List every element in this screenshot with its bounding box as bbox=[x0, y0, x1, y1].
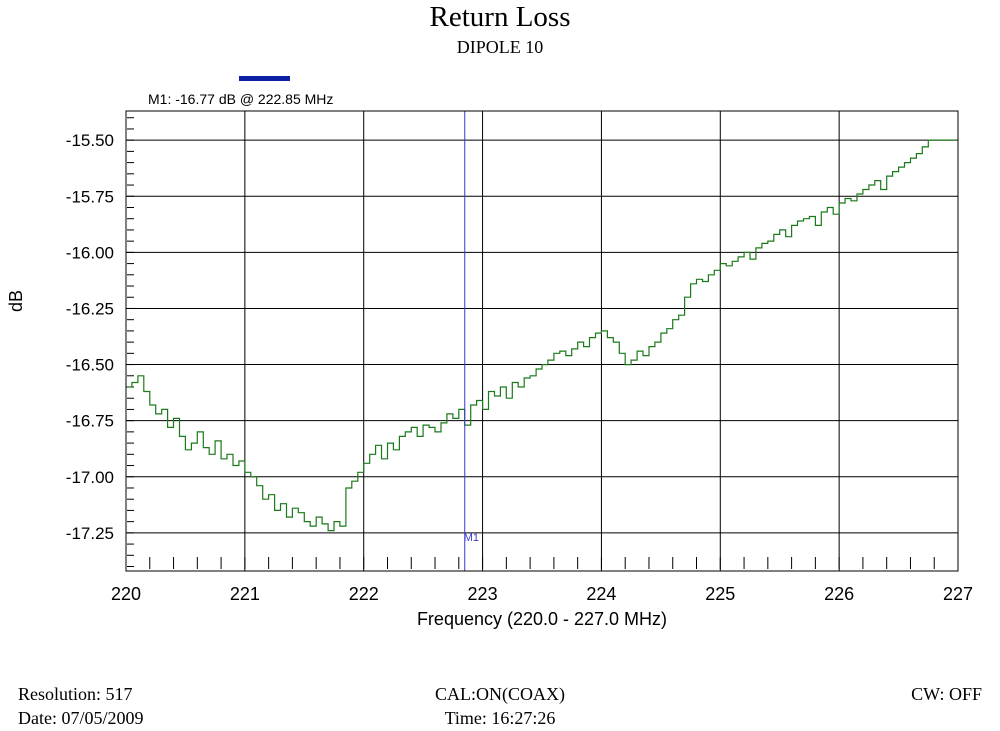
x-tick-label: 220 bbox=[111, 584, 141, 604]
date-text: Date: 07/05/2009 bbox=[18, 708, 144, 728]
y-tick-label: -16.50 bbox=[66, 356, 114, 375]
y-tick-label: -17.25 bbox=[66, 524, 114, 543]
resolution-text: Resolution: 517 bbox=[18, 684, 133, 704]
x-tick-label: 224 bbox=[586, 584, 616, 604]
series-line bbox=[126, 139, 958, 532]
y-tick-label: -16.25 bbox=[66, 299, 114, 318]
grid-lines bbox=[125, 111, 959, 571]
marker-color-bar bbox=[239, 76, 290, 81]
x-tick-label: 222 bbox=[349, 584, 379, 604]
marker-tag: M1 bbox=[464, 532, 479, 544]
cw-status-text: CW: OFF bbox=[911, 684, 982, 704]
y-tick-label: -16.00 bbox=[66, 243, 114, 262]
x-tick-label: 225 bbox=[705, 584, 735, 604]
plot-frame bbox=[125, 110, 959, 572]
x-tick-label: 223 bbox=[468, 584, 498, 604]
y-tick-label: -15.50 bbox=[66, 131, 114, 150]
x-tick-label: 226 bbox=[824, 584, 854, 604]
axis-ticks bbox=[125, 117, 959, 569]
chart-title: Return Loss bbox=[429, 1, 571, 33]
time-text: Time: 16:27:26 bbox=[444, 708, 556, 728]
y-axis-label: dB bbox=[6, 290, 26, 312]
y-tick-labels: -15.50 -15.75 -16.00 -16.25 -16.50 -16.75 -17.… bbox=[66, 131, 114, 543]
x-tick-label: 221 bbox=[230, 584, 260, 604]
y-tick-label: -15.75 bbox=[66, 187, 114, 206]
chart-subtitle: DIPOLE 10 bbox=[456, 37, 544, 57]
y-tick-label: -16.75 bbox=[66, 412, 114, 431]
series-layer bbox=[126, 139, 958, 532]
calibration-text: CAL:ON(COAX) bbox=[435, 684, 565, 704]
x-tick-label: 227 bbox=[943, 584, 973, 604]
y-tick-label: -17.00 bbox=[66, 468, 114, 487]
x-tick-labels: 220 221 222 223 224 225 226 227 bbox=[111, 584, 973, 604]
marker-readout: M1: -16.77 dB @ 222.85 MHz bbox=[148, 91, 333, 107]
return-loss-chart: M1: -16.77 dB @ 222.85 MHz -15.50-15.75-… bbox=[6, 76, 973, 629]
x-axis-label: Frequency (220.0 - 227.0 MHz) bbox=[417, 609, 667, 629]
